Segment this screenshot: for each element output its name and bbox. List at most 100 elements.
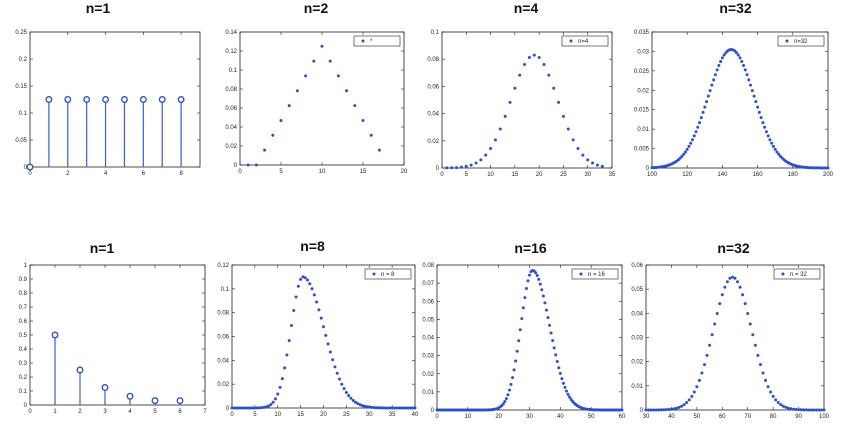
data-point — [576, 147, 580, 151]
data-point — [176, 397, 184, 405]
data-point — [600, 164, 604, 168]
x-tick-label: 35 — [389, 412, 396, 418]
data-point — [761, 121, 765, 125]
x-tick-label: 1 — [53, 409, 57, 415]
x-tick-label: 5 — [253, 412, 257, 418]
data-point — [652, 408, 656, 412]
data-point — [312, 293, 316, 297]
data-point — [705, 353, 709, 357]
data-point — [260, 406, 264, 410]
data-point — [764, 378, 768, 382]
y-tick-label: 0.14 — [225, 30, 237, 36]
y-tick-label: 0.04 — [225, 125, 237, 131]
y-tick-label: 0.005 — [634, 147, 650, 153]
y-tick-label: 0 — [226, 406, 230, 412]
data-point — [509, 382, 513, 386]
data-point — [740, 59, 744, 63]
legend-box — [561, 35, 609, 47]
x-tick-label: 30 — [526, 414, 533, 420]
data-point — [776, 401, 780, 405]
data-point — [317, 308, 321, 312]
data-point — [756, 105, 760, 109]
chart-panel-2: n=2 0 5 10 15 20 0 0.02 0.04 0.06 0.08 0.1 0.12 0.14… — [210, 0, 422, 210]
x-tick-label: 5 — [465, 172, 469, 178]
x-tick-label: 0 — [28, 409, 32, 415]
data-point — [310, 287, 314, 291]
y-tick-label: 0.8 — [19, 291, 28, 297]
chart-panel-3: n=4 0 5 10 15 20 25 30 35 0 0.02 0.04 0.06 0.08 0.1 n=… — [420, 0, 632, 210]
data-point — [493, 138, 497, 142]
data-point — [517, 339, 521, 343]
y-tick-label: 0.01 — [422, 390, 434, 396]
data-point — [566, 127, 570, 131]
y-tick-label: 0 — [234, 163, 238, 169]
legend-label: n=4 — [578, 39, 589, 45]
data-point — [786, 406, 790, 410]
data-point — [507, 388, 511, 392]
x-tick-label: 200 — [823, 172, 834, 178]
data-point — [756, 353, 760, 357]
data-point — [713, 322, 717, 326]
y-tick-label: 0.05 — [15, 138, 27, 144]
x-tick-label: 140 — [717, 172, 728, 178]
x-tick-label: 8 — [179, 171, 183, 177]
data-point — [445, 166, 449, 170]
legend-marker — [569, 39, 573, 43]
plot-frame — [651, 31, 829, 169]
data-point — [696, 125, 700, 129]
legend-box — [571, 268, 619, 280]
data-point — [271, 133, 275, 137]
data-point — [680, 154, 684, 158]
y-tick-label: 0.06 — [427, 84, 439, 90]
chart-panel-5: n=1 0 1 2 3 4 5 6 7 0 0.1 0.2 0.3 0.4 0.5 0.6 0.7 0.8 0.9… — [0, 235, 212, 433]
y-tick-label: 0.5 — [19, 333, 28, 339]
data-point — [301, 275, 305, 279]
data-point — [591, 161, 595, 165]
y-tick-label: 0.07 — [422, 281, 434, 287]
y-tick-label: 0.04 — [217, 358, 229, 364]
data-point — [254, 163, 258, 167]
data-point — [295, 89, 299, 93]
data-point — [812, 408, 816, 412]
data-point — [802, 408, 806, 412]
data-point — [690, 138, 694, 142]
x-tick-label: 10 — [487, 172, 494, 178]
x-tick-label: 20 — [320, 412, 327, 418]
x-tick-label: 10 — [319, 169, 326, 175]
data-point — [738, 285, 742, 289]
chart-panel-7: n=16 0 10 20 30 40 50 60 0 0.01 0.02 0.03 0.04 0.05 0… — [415, 235, 630, 433]
x-tick-label: 20 — [401, 169, 408, 175]
data-point — [376, 406, 380, 410]
data-point — [672, 407, 676, 411]
y-tick-label: 0.12 — [217, 263, 229, 269]
data-point — [276, 392, 280, 396]
data-point — [751, 333, 755, 337]
data-point — [554, 353, 558, 357]
data-point — [561, 114, 565, 118]
data-point — [749, 83, 753, 87]
data-point — [320, 44, 324, 48]
data-point — [508, 100, 512, 104]
chart-title: n=1 — [85, 0, 111, 16]
data-point — [733, 276, 737, 280]
y-tick-label: 0.2 — [19, 57, 28, 63]
data-point — [695, 385, 699, 389]
data-point — [402, 406, 406, 410]
data-point — [565, 389, 568, 393]
legend-label: n = 8 — [381, 272, 395, 278]
data-point — [338, 377, 342, 381]
data-point — [342, 387, 346, 391]
data-point — [498, 127, 502, 131]
data-point — [262, 405, 266, 409]
x-tick-label: 25 — [343, 412, 350, 418]
data-point — [649, 408, 653, 412]
data-point — [177, 96, 185, 103]
data-point — [267, 404, 271, 408]
chart-panel-1: n=1 0 2 4 6 8 0 0.05 0.1 0.15 0.2 0.25 — [0, 0, 212, 210]
legend-label: n=32 — [794, 39, 808, 45]
y-tick-label: 0.02 — [225, 144, 237, 150]
data-point — [397, 406, 401, 410]
data-point — [766, 134, 770, 138]
data-point — [563, 385, 567, 389]
data-point — [139, 96, 147, 103]
